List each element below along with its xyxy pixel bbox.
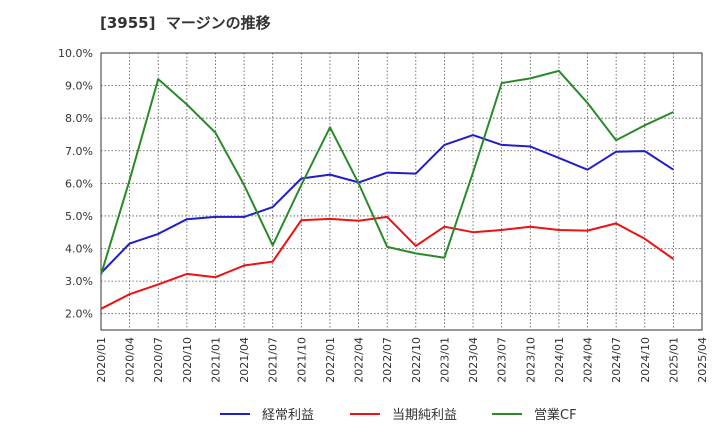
series-line [100, 69, 674, 275]
x-tick-label: 2024/04 [582, 337, 595, 383]
x-tick-label: 2020/10 [181, 337, 194, 383]
legend-label: 経常利益 [262, 408, 314, 423]
x-tick-label: 2020/01 [95, 337, 108, 383]
x-tick-label: 2021/07 [267, 337, 280, 383]
x-tick-label: 2020/04 [124, 337, 137, 383]
series-line [100, 134, 674, 274]
legend-label: 営業CF [534, 407, 577, 423]
y-tick-label: 7.0% [65, 145, 93, 158]
x-tick-label: 2023/04 [467, 337, 480, 383]
y-tick-label: 5.0% [65, 210, 93, 223]
x-tick-label: 2023/01 [438, 337, 451, 383]
y-tick-label: 6.0% [65, 177, 93, 190]
x-tick-label: 2024/10 [639, 337, 652, 383]
x-tick-label: 2022/07 [381, 337, 394, 383]
x-tick-label: 2021/01 [209, 337, 222, 383]
x-tick-label: 2024/01 [553, 337, 566, 383]
x-tick-label: 2023/10 [524, 337, 537, 383]
y-tick-label: 2.0% [65, 308, 93, 321]
chart-title: [3955] マージンの推移 [100, 14, 271, 32]
x-tick-label: 2025/04 [696, 337, 709, 383]
y-tick-label: 9.0% [65, 80, 93, 93]
plot-border [100, 52, 703, 331]
x-tick-label: 2022/01 [324, 337, 337, 383]
y-tick-label: 10.0% [58, 47, 93, 60]
series-line [100, 215, 674, 310]
x-tick-label: 2024/07 [610, 337, 623, 383]
y-tick-label: 3.0% [65, 275, 93, 288]
plot-area [101, 53, 702, 330]
x-tick-label: 2023/07 [496, 337, 509, 383]
x-tick-label: 2022/10 [410, 337, 423, 383]
x-tick-label: 2021/10 [295, 337, 308, 383]
legend-label: 当期純利益 [392, 408, 457, 423]
y-tick-label: 4.0% [65, 243, 93, 256]
y-tick-label: 8.0% [65, 112, 93, 125]
x-tick-label: 2021/04 [238, 337, 251, 383]
x-tick-label: 2022/04 [353, 337, 366, 383]
x-tick-label: 2020/07 [152, 337, 165, 383]
x-tick-label: 2025/01 [667, 337, 680, 383]
